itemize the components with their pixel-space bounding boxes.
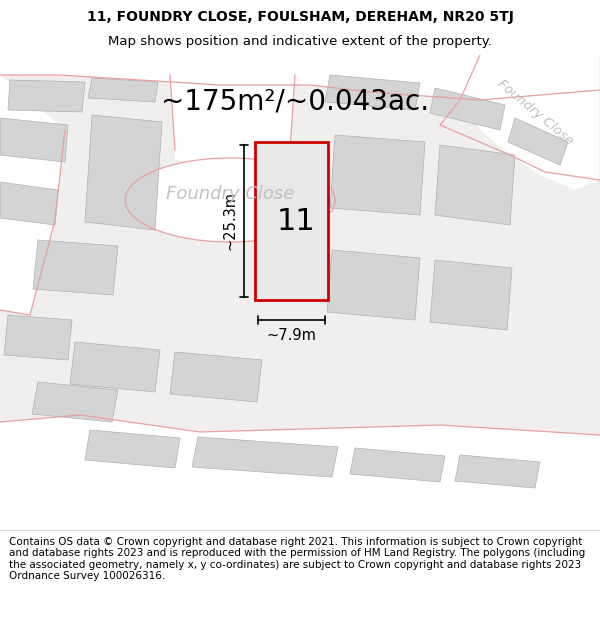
Polygon shape [0,118,68,162]
Polygon shape [88,78,158,102]
Polygon shape [440,55,600,190]
Polygon shape [170,352,262,402]
Polygon shape [4,315,72,360]
Polygon shape [70,342,160,392]
Polygon shape [350,448,445,482]
Polygon shape [192,437,338,477]
Polygon shape [330,135,425,215]
Polygon shape [255,142,328,300]
Polygon shape [85,430,180,468]
Polygon shape [0,75,65,315]
Polygon shape [0,182,58,225]
Text: Foundry Close: Foundry Close [494,77,575,148]
Polygon shape [85,115,162,230]
Polygon shape [0,415,600,530]
Polygon shape [430,88,505,130]
Text: Map shows position and indicative extent of the property.: Map shows position and indicative extent… [108,35,492,48]
Polygon shape [455,455,540,488]
Polygon shape [508,118,568,165]
Polygon shape [32,382,118,422]
Polygon shape [125,158,335,242]
Text: Foundry Close: Foundry Close [166,185,294,203]
Text: Contains OS data © Crown copyright and database right 2021. This information is : Contains OS data © Crown copyright and d… [9,537,585,581]
Polygon shape [327,250,420,320]
Polygon shape [33,240,118,295]
Text: 11: 11 [277,206,316,236]
Text: ~25.3m: ~25.3m [223,191,238,251]
Polygon shape [8,80,85,112]
Polygon shape [0,55,600,100]
Text: ~175m²/~0.043ac.: ~175m²/~0.043ac. [161,87,429,115]
Polygon shape [160,75,305,170]
Polygon shape [430,260,512,330]
Polygon shape [435,145,515,225]
Text: ~7.9m: ~7.9m [266,328,316,343]
Polygon shape [325,75,420,110]
Text: 11, FOUNDRY CLOSE, FOULSHAM, DEREHAM, NR20 5TJ: 11, FOUNDRY CLOSE, FOULSHAM, DEREHAM, NR… [86,9,514,24]
